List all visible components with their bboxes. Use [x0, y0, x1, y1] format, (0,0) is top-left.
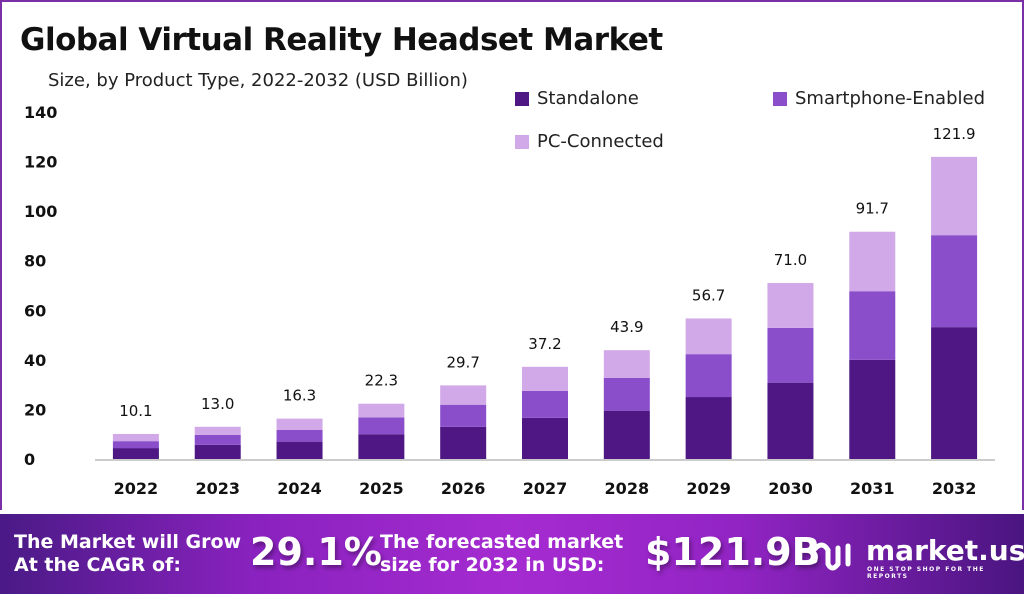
bar-segment-smartphone-enabled [603, 377, 650, 411]
legend-item-pc-connected: PC-Connected [515, 131, 664, 152]
bar-segment-smartphone-enabled [112, 441, 159, 449]
x-tick-label: 2025 [359, 479, 404, 498]
bar-segment-pc-connected [194, 426, 241, 435]
y-tick-label: 40 [24, 351, 46, 370]
cagr-label: The Market will Grow At the CAGR of: [14, 531, 241, 577]
x-tick-label: 2029 [686, 479, 731, 498]
data-label-total: 13.0 [201, 395, 234, 413]
cagr-label-line1: The Market will Grow [14, 531, 242, 553]
bar-segment-pc-connected [767, 283, 814, 328]
bar-segment-smartphone-enabled [358, 417, 405, 435]
data-label-total: 29.7 [446, 353, 479, 371]
bar-segment-standalone [194, 444, 241, 459]
forecast-label: The forecasted market size for 2032 in U… [380, 531, 623, 577]
bar-segment-smartphone-enabled [522, 390, 568, 418]
legend-label: Standalone [537, 88, 639, 109]
bar-segment-standalone [112, 448, 159, 459]
bar-segment-smartphone-enabled [685, 354, 732, 398]
bar-segment-pc-connected [685, 318, 732, 355]
legend-swatch-pc-connected [515, 134, 529, 149]
chart-plot: 0 20 40 60 80 100 120 140 10.1 2022 13.0 2023 16.3 20… [24, 103, 995, 498]
bar-segment-smartphone-enabled [276, 430, 323, 442]
y-tick-label: 80 [24, 252, 46, 271]
y-tick-label: 20 [24, 400, 46, 419]
chart-subtitle: Size, by Product Type, 2022-2032 (USD Bi… [48, 70, 468, 91]
legend-item-standalone: Standalone [515, 88, 639, 109]
bar-segment-pc-connected [440, 385, 487, 405]
market-us-logo-icon [810, 542, 851, 571]
data-label-total: 121.9 [933, 125, 976, 143]
bar-segment-standalone [767, 382, 814, 459]
data-label-total: 16.3 [283, 387, 316, 405]
bar-segment-standalone [849, 359, 896, 459]
data-label-total: 71.0 [774, 251, 807, 269]
bar-segment-standalone [522, 417, 568, 459]
x-tick-label: 2028 [605, 479, 650, 498]
x-tick-label: 2032 [932, 479, 977, 498]
data-label-total: 56.7 [692, 286, 725, 304]
chart-title: Global Virtual Reality Headset Market [20, 22, 663, 58]
bar-segment-pc-connected [522, 366, 568, 391]
x-tick-label: 2030 [768, 479, 813, 498]
bar-segment-pc-connected [849, 231, 896, 292]
bar-segment-standalone [358, 434, 405, 459]
bar-segment-pc-connected [276, 418, 323, 431]
forecast-label-line1: The forecasted market [380, 531, 624, 553]
bar-segment-pc-connected [603, 350, 650, 378]
y-tick-label: 100 [24, 202, 57, 221]
x-tick-label: 2026 [441, 479, 486, 498]
x-tick-label: 2024 [277, 479, 322, 498]
y-tick-label: 0 [24, 450, 35, 469]
data-label-total: 22.3 [365, 372, 398, 390]
x-tick-label: 2022 [114, 479, 159, 498]
bar-segment-pc-connected [112, 433, 159, 442]
data-label-total: 37.2 [528, 335, 561, 353]
legend-label: PC-Connected [537, 131, 664, 152]
x-tick-label: 2023 [195, 479, 240, 498]
logo-tagline: ONE STOP SHOP FOR THE REPORTS [867, 566, 985, 580]
bar-segment-smartphone-enabled [931, 235, 978, 328]
legend-label: Smartphone-Enabled [795, 88, 986, 109]
bar-segment-standalone [440, 426, 487, 459]
data-label-total: 91.7 [856, 200, 889, 218]
summary-banner: The Market will Grow At the CAGR of: 29.… [0, 514, 1024, 594]
logo-name: market.us [866, 534, 1024, 567]
cagr-label-line2: At the CAGR of: [14, 554, 181, 576]
bar-segment-standalone [685, 397, 732, 459]
bar-segment-pc-connected [358, 403, 405, 418]
legend-item-smartphone-enabled: Smartphone-Enabled [773, 88, 985, 109]
forecast-label-line2: size for 2032 in USD: [380, 554, 605, 576]
y-tick-label: 60 [24, 301, 46, 320]
bar-segment-smartphone-enabled [194, 434, 241, 445]
data-label-total: 43.9 [610, 318, 643, 336]
bar-segment-pc-connected [931, 156, 978, 236]
legend-swatch-standalone [515, 91, 529, 106]
y-tick-label: 140 [24, 103, 57, 122]
chart-frame [0, 0, 1024, 510]
forecast-value: $121.9B [645, 530, 821, 574]
bar-segment-smartphone-enabled [767, 327, 814, 383]
data-label-total: 10.1 [119, 402, 152, 420]
bar-segment-standalone [276, 441, 323, 459]
x-tick-label: 2031 [850, 479, 895, 498]
bar-segment-standalone [603, 410, 650, 459]
x-tick-label: 2027 [523, 479, 568, 498]
legend-swatch-smartphone-enabled [773, 91, 787, 106]
bar-segment-smartphone-enabled [849, 291, 896, 360]
cagr-value: 29.1% [250, 530, 382, 574]
y-tick-label: 120 [24, 153, 57, 172]
bar-segment-standalone [931, 327, 978, 459]
bar-segment-smartphone-enabled [440, 404, 487, 427]
